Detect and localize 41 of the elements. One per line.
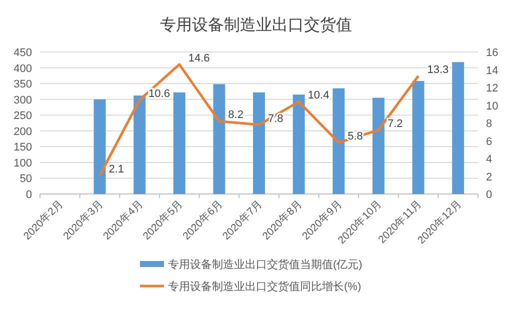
y2-tick-label: 6 [486,136,492,148]
bar [332,88,345,194]
data-label: 14.6 [188,52,210,64]
data-label: 8.2 [228,109,244,122]
y-tick-label: 400 [14,62,32,75]
y2-tick-label: 8 [486,118,492,130]
bar [253,92,265,194]
data-label: 7.8 [268,112,284,125]
y-tick-label: 50 [20,173,32,186]
bar [412,81,424,194]
legend-label: 专用设备制造业出口交货值同比增长(%) [168,280,362,293]
y2-tick-label: 16 [486,47,498,59]
data-label: 7.2 [387,118,403,130]
bar [173,92,186,194]
y-tick-label: 300 [14,94,32,106]
y-tick-label: 350 [14,78,32,91]
y-tick-label: 200 [14,126,32,138]
bar [213,84,226,194]
bar [134,96,146,194]
data-label: 10.6 [148,88,170,100]
y2-tick-label: 12 [486,82,498,94]
y2-tick-label: 2 [486,171,492,184]
y-tick-label: 150 [14,142,32,154]
y2-tick-label: 10 [486,100,498,112]
bar [94,99,106,194]
legend-label: 专用设备制造业出口交货值当期值(亿元) [168,258,362,271]
y-tick-label: 100 [14,157,32,170]
data-label: 10.4 [308,90,330,102]
y2-tick-label: 0 [486,189,492,201]
bar [452,62,464,194]
chart-title: 专用设备制造业出口交货值 [160,16,352,34]
data-label: 2.1 [108,163,124,176]
y2-tick-label: 14 [486,64,498,77]
y-tick-label: 0 [26,189,32,201]
y-tick-label: 250 [14,110,32,122]
line-series [98,63,420,177]
bar [372,98,384,194]
bar [292,94,305,194]
data-label: 13.3 [427,64,449,76]
y2-tick-label: 4 [486,154,492,166]
y-tick-label: 450 [14,47,32,59]
